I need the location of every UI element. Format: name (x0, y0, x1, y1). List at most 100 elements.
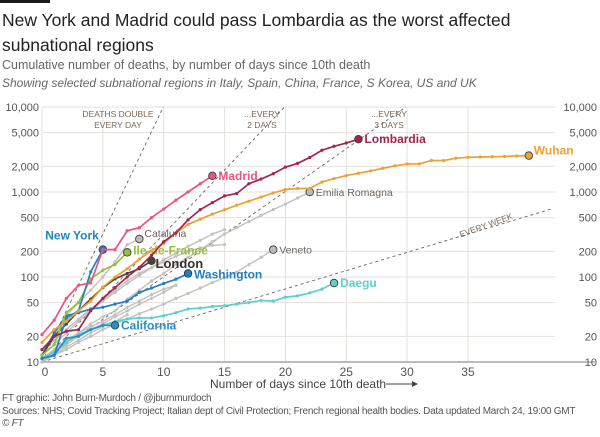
data-point (76, 317, 81, 321)
series-label: Washington (194, 267, 262, 281)
data-point (162, 302, 166, 306)
data-point (149, 249, 154, 253)
data-point (64, 319, 68, 324)
data-point (174, 296, 178, 301)
series-end-marker (269, 245, 278, 254)
y-tick-label-left: 20 (27, 331, 39, 343)
series-veneto: Veneto (40, 245, 312, 364)
data-point (198, 306, 202, 310)
series-end-marker (110, 321, 120, 330)
data-point (149, 286, 154, 290)
data-point (247, 300, 251, 305)
data-point (308, 186, 312, 191)
data-point (52, 334, 56, 339)
data-point (295, 161, 300, 166)
data-point (393, 164, 397, 168)
data-point (174, 277, 178, 281)
data-point (64, 322, 68, 326)
data-point (502, 154, 507, 159)
data-point (210, 304, 214, 309)
data-point (235, 302, 239, 306)
data-point (259, 255, 263, 260)
data-point (137, 257, 141, 261)
data-point (64, 336, 68, 340)
series-label: Daegu (340, 276, 377, 290)
data-point (222, 232, 227, 236)
x-tick-label: 0 (42, 365, 49, 379)
data-point (259, 195, 263, 199)
data-point (64, 340, 68, 345)
data-point (222, 208, 227, 212)
data-point (101, 268, 105, 272)
data-point (198, 208, 202, 212)
data-point (89, 281, 93, 285)
data-point (429, 158, 434, 163)
data-point (283, 187, 287, 192)
data-point (222, 228, 227, 232)
data-point (295, 294, 300, 298)
footer-sources: Sources: NHS; Covid Tracking Project; It… (2, 405, 576, 417)
data-point (40, 347, 44, 352)
data-point (40, 360, 44, 364)
data-point (137, 265, 141, 269)
doubling-guide-label: ...EVERY 2 DAYS (244, 109, 280, 130)
data-point (295, 186, 300, 191)
series-label: Lombardia (364, 132, 426, 146)
data-point (113, 262, 117, 267)
y-tick-label-right: 5,000 (569, 128, 597, 140)
series-end-marker (354, 135, 363, 144)
data-point (235, 226, 239, 230)
data-point (125, 275, 129, 279)
data-point (247, 199, 251, 203)
data-point (64, 347, 68, 352)
data-point (162, 260, 166, 264)
data-point (271, 172, 275, 176)
y-tick-label-right: 50 (585, 298, 597, 310)
data-point (174, 251, 178, 255)
data-point (64, 296, 68, 301)
data-point (320, 148, 324, 152)
series-end-marker (208, 171, 217, 181)
data-point (283, 295, 287, 299)
series-madrid: Madrid (40, 169, 258, 337)
data-point (125, 305, 129, 309)
data-point (125, 279, 129, 283)
data-point (76, 309, 81, 313)
data-point (76, 300, 81, 305)
data-point (113, 275, 117, 279)
data-point (149, 215, 154, 220)
guide-label-line: EVERY WEEK (458, 211, 514, 240)
data-point (283, 165, 287, 169)
data-point (162, 281, 166, 286)
data-point (137, 226, 141, 230)
data-point (320, 180, 324, 184)
data-point (89, 328, 93, 332)
data-point (186, 222, 190, 227)
data-point (222, 243, 227, 247)
data-point (89, 322, 93, 326)
data-point (271, 299, 275, 303)
data-point (89, 270, 93, 274)
data-point (125, 229, 129, 233)
data-point (271, 191, 275, 195)
series-label: New York (45, 229, 99, 243)
data-point (332, 144, 336, 148)
data-point (125, 317, 129, 321)
series-label: Emilia Romagna (316, 187, 393, 199)
data-point (186, 249, 190, 254)
data-point (162, 271, 166, 276)
x-tick-label: 20 (279, 365, 293, 379)
data-point (52, 343, 56, 347)
data-point (149, 307, 154, 311)
data-point (210, 240, 214, 244)
data-point (52, 331, 56, 335)
data-point (308, 155, 312, 160)
x-tick-label: 15 (218, 365, 232, 379)
data-point (101, 323, 105, 327)
data-point (235, 191, 239, 196)
data-point (283, 202, 287, 206)
data-point (40, 333, 44, 337)
data-point (222, 304, 227, 308)
data-point (162, 314, 166, 318)
